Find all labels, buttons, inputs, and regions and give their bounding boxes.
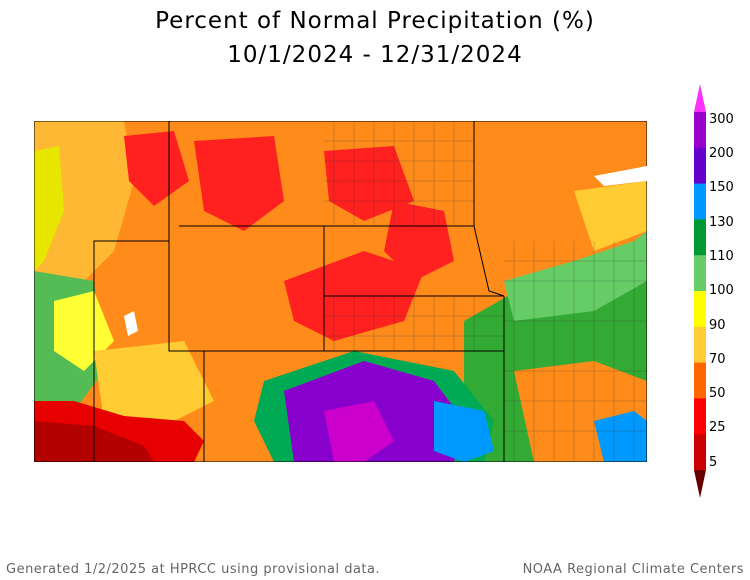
legend-swatch: [694, 434, 706, 471]
legend-swatch: [694, 470, 706, 498]
legend-label: 70: [709, 352, 726, 367]
color-legend-bar: [694, 84, 706, 498]
legend-swatch: [694, 255, 706, 292]
legend-label: 100: [709, 283, 734, 298]
legend-swatch: [694, 219, 706, 256]
legend-swatch: [694, 147, 706, 185]
legend-label: 200: [709, 146, 734, 161]
map-region: [324, 146, 414, 221]
legend-label: 300: [709, 112, 734, 127]
map-region: [194, 136, 284, 231]
generated-note: Generated 1/2/2025 at HPRCC using provis…: [6, 562, 381, 577]
map-region: [594, 411, 647, 462]
legend-swatch: [694, 112, 706, 149]
source-credit: NOAA Regional Climate Centers: [522, 562, 744, 577]
lake-superior: [594, 166, 647, 186]
great-salt-lake: [124, 311, 138, 336]
legend-swatch: [694, 398, 706, 435]
map-region: [124, 131, 189, 206]
legend-label: 25: [709, 420, 726, 435]
legend-swatch: [694, 326, 706, 364]
map-title: Percent of Normal Precipitation (%): [155, 8, 595, 34]
legend-swatch: [694, 84, 706, 112]
map-date-range: 10/1/2024 - 12/31/2024: [227, 42, 523, 68]
legend-label: 5: [709, 455, 718, 470]
legend-label: 50: [709, 386, 726, 401]
map-region: [324, 401, 394, 462]
map-region: [574, 181, 647, 251]
legend-swatch: [694, 362, 706, 399]
map-region: [504, 231, 647, 321]
legend-label: 110: [709, 249, 734, 264]
map-region: [384, 201, 454, 281]
map-region: [34, 146, 64, 271]
precipitation-map: [34, 121, 647, 462]
map-region: [434, 401, 494, 462]
legend-label: 150: [709, 180, 734, 195]
legend-swatch: [694, 291, 706, 328]
county-boundaries: [324, 121, 647, 462]
map-region: [94, 341, 214, 431]
legend-label: 90: [709, 318, 726, 333]
legend-swatch: [694, 183, 706, 220]
legend-label: 130: [709, 215, 734, 230]
